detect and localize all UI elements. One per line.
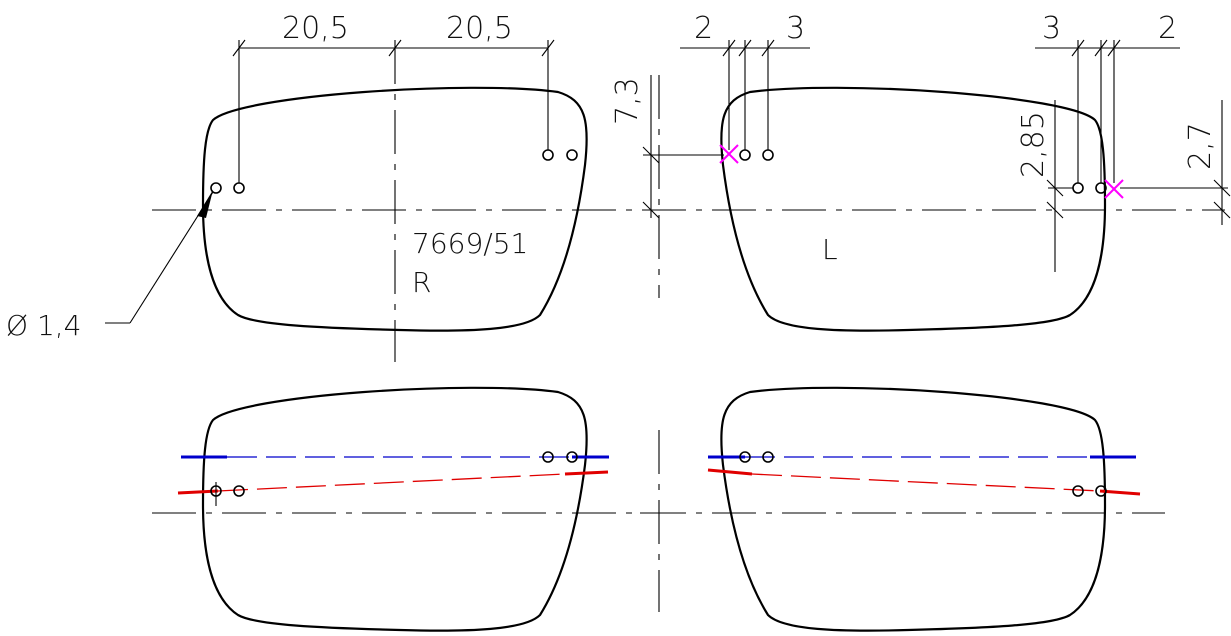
hole bbox=[1072, 182, 1084, 194]
dimension-label: 20,5 bbox=[446, 11, 513, 46]
reference-mark-temple bbox=[1104, 179, 1124, 199]
hole bbox=[1072, 485, 1084, 497]
left-lens-holes-top bbox=[739, 149, 1107, 194]
dimension-20-5-pair bbox=[232, 39, 555, 183]
dimension-label: 2,7 bbox=[1183, 122, 1218, 170]
hole bbox=[1095, 485, 1107, 497]
hole bbox=[566, 149, 578, 161]
right-lens-outline-bottom bbox=[201, 386, 588, 632]
dimension-label: 7,3 bbox=[610, 77, 645, 125]
dimension-label: 3 bbox=[786, 11, 805, 46]
hole bbox=[210, 182, 222, 194]
dimension-height-7-3 bbox=[642, 75, 724, 219]
hole bbox=[233, 485, 245, 497]
dimension-label: 3 bbox=[1042, 11, 1061, 46]
hole bbox=[739, 451, 751, 463]
right-lens-outline-top bbox=[201, 86, 588, 332]
dimension-label: 2 bbox=[1158, 11, 1177, 46]
hole bbox=[542, 451, 554, 463]
right-lens-label: R bbox=[412, 266, 431, 299]
dimension-label: 2,85 bbox=[1016, 111, 1051, 178]
left-lens-outline-bottom bbox=[720, 386, 1107, 632]
dimension-nasal-2-3 bbox=[680, 39, 810, 150]
right-lens-holes-bottom bbox=[210, 451, 578, 506]
dimension-height-2-7 bbox=[1120, 100, 1231, 225]
left-lens-label: L bbox=[822, 233, 838, 266]
hole-diameter-leader bbox=[105, 190, 214, 324]
dimension-label: 20,5 bbox=[282, 11, 349, 46]
hole bbox=[762, 451, 774, 463]
left-lens-outline-top bbox=[720, 86, 1107, 332]
hole bbox=[233, 182, 245, 194]
reference-mark-nasal bbox=[719, 144, 739, 164]
hole bbox=[542, 149, 554, 161]
hole-diameter-label: Ø 1,4 bbox=[6, 309, 81, 342]
right-lens-holes-top bbox=[210, 149, 578, 194]
left-lens-holes-bottom bbox=[739, 451, 1107, 497]
hole bbox=[739, 149, 751, 161]
dimension-temple-3-2 bbox=[1035, 39, 1180, 183]
dimension-label: 2 bbox=[694, 11, 713, 46]
hole bbox=[566, 451, 578, 463]
part-number: 7669/51 bbox=[412, 227, 528, 260]
hole bbox=[762, 149, 774, 161]
dimension-height-2-85 bbox=[1046, 100, 1073, 272]
